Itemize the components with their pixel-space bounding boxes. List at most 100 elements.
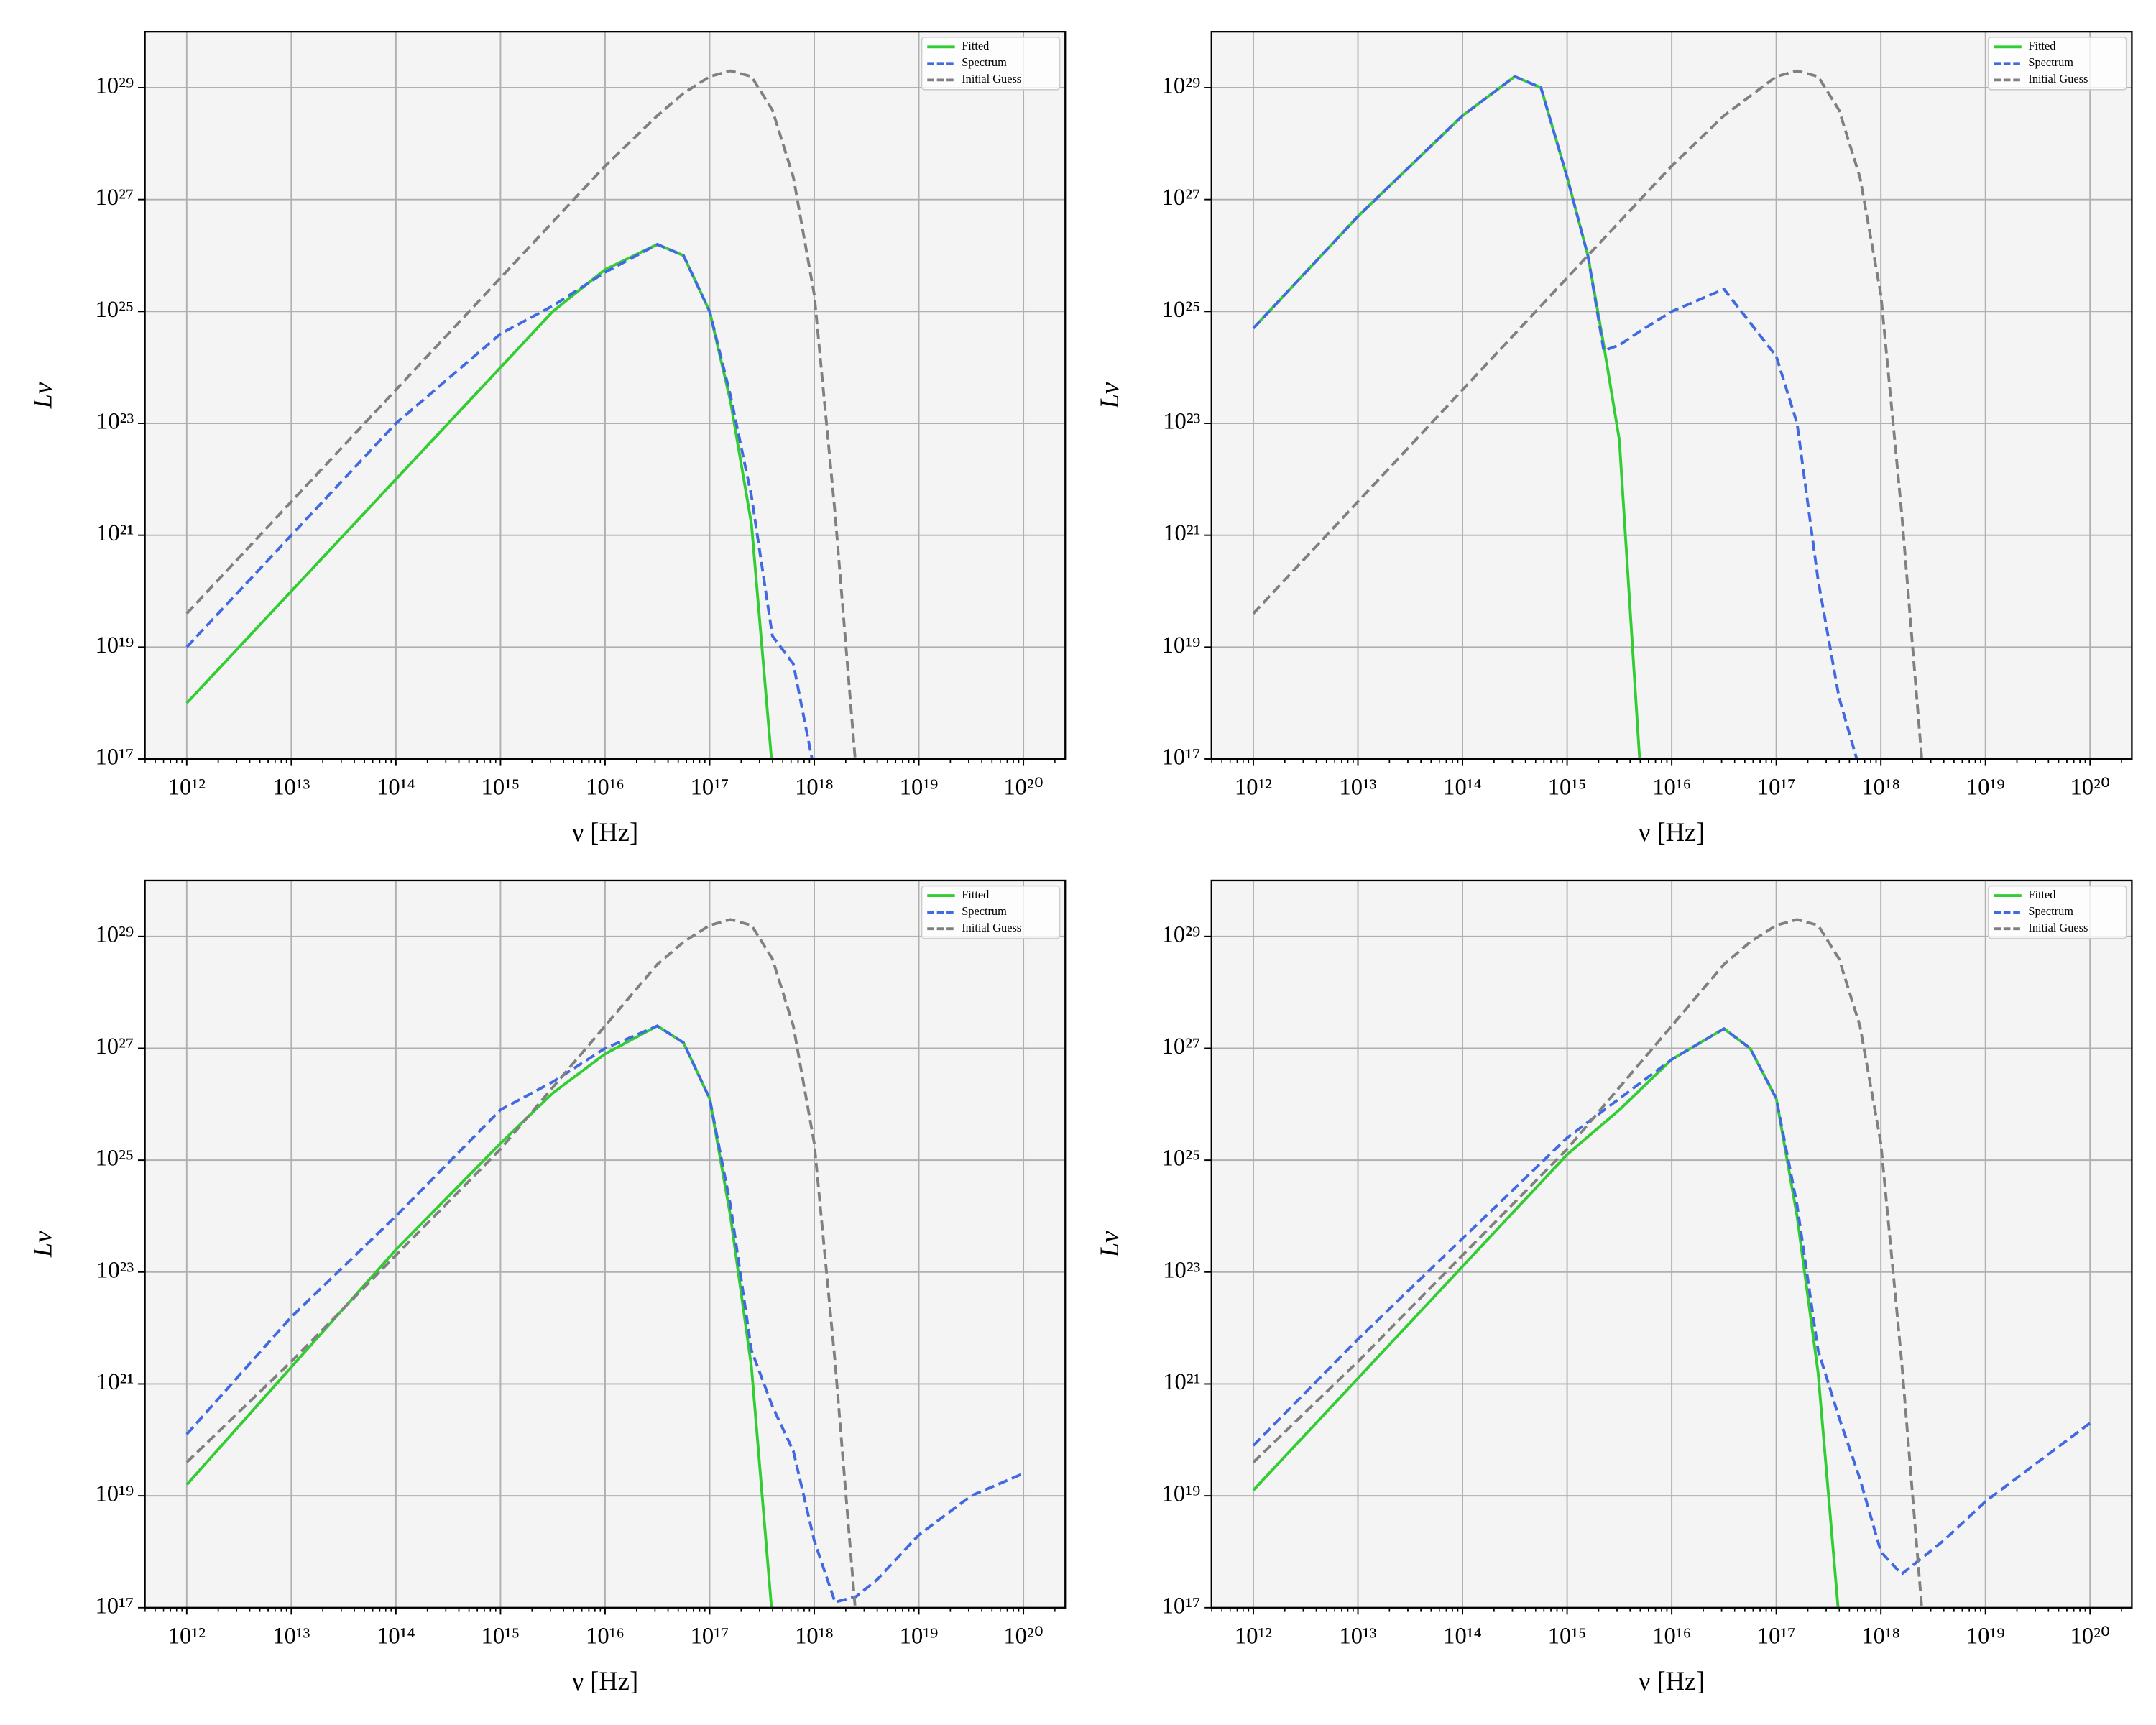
x-tick-label: 10¹⁷ <box>691 1624 729 1650</box>
series-line <box>1252 69 1924 759</box>
x-tick-label: 10¹² <box>168 1624 206 1650</box>
x-tick-label: 10¹² <box>168 775 206 801</box>
legend-label: Spectrum <box>2028 55 2073 69</box>
x-tick-label: 10¹⁹ <box>1966 775 2005 801</box>
axes-frame <box>144 31 1067 760</box>
x-tick-label: 10¹⁸ <box>795 1624 834 1650</box>
x-tick-label: 10¹⁵ <box>482 1624 520 1650</box>
x-axis-label: ν [Hz] <box>572 817 638 847</box>
subplot: 10¹² 10¹³ 10¹⁴ 10¹⁵ 10¹⁶ 10¹⁷ 10¹⁸ 10¹⁹ 10²⁰ 10¹⁷… <box>1095 879 2133 1696</box>
legend-label: Initial Guess <box>2028 921 2088 934</box>
subplot: 10¹² 10¹³ 10¹⁴ 10¹⁵ 10¹⁶ 10¹⁷ 10¹⁸ 10¹⁹ 10²⁰ 10¹⁷… <box>28 879 1067 1696</box>
series-line <box>185 242 814 759</box>
legend-label: Spectrum <box>2028 904 2073 918</box>
series-group <box>185 69 857 759</box>
series-line <box>185 1024 1024 1604</box>
x-tick-label: 10¹⁶ <box>1652 1624 1691 1650</box>
series-line <box>1252 918 1924 1608</box>
x-tick-label: 10¹⁹ <box>1966 1624 2005 1650</box>
legend-label: Spectrum <box>962 55 1007 69</box>
y-axis-label: Lν <box>1095 382 1124 409</box>
x-tick-label: 10¹³ <box>272 1624 310 1650</box>
y-tick-label: 10¹⁹ <box>95 632 134 658</box>
legend-label: Initial Guess <box>2028 72 2088 86</box>
y-tick-label: 10¹⁷ <box>1162 744 1201 770</box>
y-tick-label: 10²³ <box>1163 1257 1200 1283</box>
x-tick-label: 10¹⁸ <box>1861 1624 1900 1650</box>
x-tick-label: 10¹⁷ <box>691 775 729 801</box>
y-tick-label: 10²⁷ <box>1162 185 1201 211</box>
legend: Fitted Spectrum Initial Guess <box>1987 885 2127 939</box>
y-tick-label: 10²¹ <box>96 520 134 546</box>
legend-box <box>921 885 1061 939</box>
x-tick-label: 10²⁰ <box>1003 775 1044 801</box>
x-tick-label: 10¹⁴ <box>377 1624 415 1650</box>
axes-frame <box>144 879 1067 1609</box>
legend-label: Initial Guess <box>962 72 1021 86</box>
y-tick-label: 10²¹ <box>96 1369 134 1395</box>
y-tick-label: 10²⁵ <box>95 297 134 323</box>
y-tick-label: 10¹⁹ <box>95 1481 134 1507</box>
y-tick-label: 10¹⁷ <box>95 744 134 770</box>
x-tick-label: 10¹⁶ <box>586 775 625 801</box>
x-tick-label: 10¹⁴ <box>1443 1624 1482 1650</box>
x-tick-label: 10¹⁶ <box>586 1624 625 1650</box>
legend-label: Spectrum <box>962 904 1007 918</box>
x-tick-label: 10¹⁴ <box>377 775 415 801</box>
series-line <box>1252 1026 2091 1576</box>
series-group <box>1252 918 2091 1608</box>
x-tick-label: 10¹⁴ <box>1443 775 1482 801</box>
legend-label: Fitted <box>962 39 989 52</box>
legend-box <box>921 37 1061 91</box>
x-axis-label: ν [Hz] <box>1639 817 1705 847</box>
x-tick-label: 10¹² <box>1235 775 1272 801</box>
y-tick-label: 10²⁹ <box>1162 73 1201 98</box>
x-tick-label: 10¹³ <box>1339 1624 1376 1650</box>
legend-label: Fitted <box>962 888 989 901</box>
y-tick-label: 10²⁷ <box>95 185 134 211</box>
x-tick-label: 10²⁰ <box>2070 1624 2110 1650</box>
y-tick-label: 10²⁵ <box>1162 1146 1201 1172</box>
axes-frame <box>1210 31 2133 760</box>
y-tick-label: 10²⁵ <box>95 1146 134 1172</box>
legend: Fitted Spectrum Initial Guess <box>921 885 1061 939</box>
series-line <box>185 69 857 759</box>
series-group <box>185 918 1024 1608</box>
subplot: 10¹² 10¹³ 10¹⁴ 10¹⁵ 10¹⁶ 10¹⁷ 10¹⁸ 10¹⁹ 10²⁰ 10¹⁷… <box>28 31 1067 847</box>
y-tick-label: 10²⁷ <box>1162 1034 1201 1059</box>
series-group <box>1252 69 1924 759</box>
y-tick-label: 10¹⁷ <box>1162 1593 1201 1619</box>
y-tick-label: 10¹⁷ <box>95 1593 134 1619</box>
y-tick-label: 10²¹ <box>1163 1369 1200 1395</box>
x-tick-label: 10²⁰ <box>1003 1624 1044 1650</box>
x-tick-label: 10¹⁵ <box>1548 1624 1587 1650</box>
x-tick-label: 10¹⁹ <box>900 1624 939 1650</box>
legend-label: Initial Guess <box>962 921 1021 934</box>
legend: Fitted Spectrum Initial Guess <box>921 37 1061 91</box>
axes-frame <box>1210 879 2133 1609</box>
y-tick-label: 10¹⁹ <box>1162 632 1201 658</box>
legend-label: Fitted <box>2028 39 2055 52</box>
x-axis-label: ν [Hz] <box>572 1666 638 1696</box>
legend: Fitted Spectrum Initial Guess <box>1987 37 2127 91</box>
x-tick-label: 10¹³ <box>1339 775 1376 801</box>
y-tick-label: 10²¹ <box>1163 520 1200 546</box>
x-tick-label: 10¹⁶ <box>1652 775 1691 801</box>
y-axis-label: Lν <box>1095 1230 1124 1258</box>
y-axis-label: Lν <box>28 382 57 409</box>
x-tick-label: 10¹⁷ <box>1757 775 1796 801</box>
y-tick-label: 10²⁹ <box>1162 921 1201 947</box>
x-tick-label: 10¹⁸ <box>795 775 834 801</box>
x-tick-label: 10¹³ <box>272 775 310 801</box>
x-axis-label: ν [Hz] <box>1639 1666 1705 1696</box>
legend-box <box>1987 885 2127 939</box>
x-tick-label: 10¹⁷ <box>1757 1624 1796 1650</box>
x-tick-label: 10¹² <box>1235 1624 1272 1650</box>
y-tick-label: 10²⁷ <box>95 1034 134 1059</box>
y-tick-label: 10²³ <box>96 408 134 434</box>
x-tick-label: 10¹⁵ <box>1548 775 1587 801</box>
series-line <box>185 918 857 1608</box>
y-tick-label: 10²³ <box>1163 408 1200 434</box>
